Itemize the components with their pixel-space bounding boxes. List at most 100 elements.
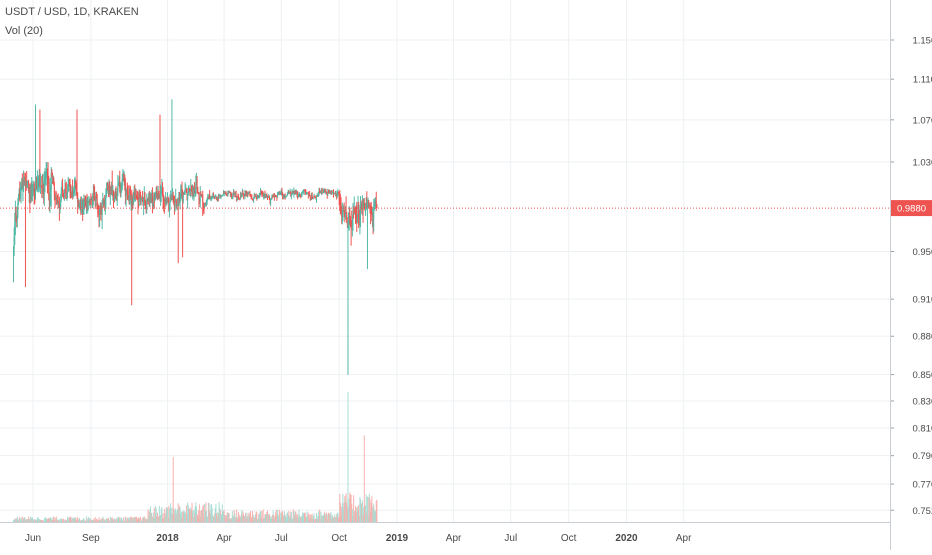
volume-bar — [14, 518, 16, 522]
candle-body — [53, 178, 55, 184]
volume-bar — [14, 520, 16, 522]
volume-bar — [19, 516, 21, 522]
volume-bar — [350, 495, 352, 522]
volume-bar — [170, 513, 172, 522]
candle-body — [85, 201, 87, 205]
volume-bar — [85, 516, 87, 522]
candle-body — [375, 200, 377, 205]
candle-body — [266, 194, 268, 198]
candle-body — [346, 220, 348, 223]
volume-bar — [102, 518, 104, 522]
candle-body — [364, 203, 366, 211]
candle-body — [290, 191, 292, 197]
volume-bar — [332, 516, 334, 522]
volume-bar — [113, 520, 115, 522]
candle-body — [23, 180, 25, 185]
candle-body — [283, 195, 285, 198]
volume-bar — [344, 495, 346, 522]
candle-body — [353, 210, 355, 213]
volume-bar — [45, 516, 47, 522]
volume-bar — [26, 519, 28, 522]
volume-bar — [23, 518, 25, 522]
volume-bar — [150, 506, 152, 522]
volume-bar — [305, 516, 307, 522]
volume-bar — [229, 519, 231, 522]
volume-bar — [334, 516, 336, 522]
y-tick-label: 0.8300 — [912, 397, 932, 408]
volume-bar — [72, 518, 74, 522]
volume-bar — [324, 511, 326, 522]
volume-bar — [60, 518, 62, 522]
candle-body — [118, 182, 120, 185]
volume-bar — [143, 518, 145, 522]
volume-bar — [178, 508, 180, 522]
volume-bar — [255, 511, 257, 522]
volume-bar — [43, 520, 45, 522]
volume-bar — [281, 510, 283, 522]
candle-body — [138, 193, 140, 202]
candle-body — [65, 188, 67, 193]
volume-bar — [128, 519, 130, 522]
volume-bar — [167, 507, 169, 522]
candle-body — [264, 194, 266, 196]
candle-body — [278, 192, 280, 195]
candle-body — [278, 192, 280, 194]
volume-bar — [26, 518, 28, 522]
candle-layer[interactable] — [13, 99, 378, 375]
volume-bar — [162, 513, 164, 522]
candle-body — [121, 177, 123, 188]
volume-bar — [323, 513, 325, 522]
candle-body — [238, 198, 240, 199]
volume-bar — [252, 517, 254, 522]
candle-body — [165, 199, 167, 204]
volume-bar — [38, 519, 40, 522]
candle-body — [102, 199, 104, 206]
candle-body — [114, 197, 116, 201]
candle-body — [52, 178, 54, 180]
candle-body — [233, 192, 235, 195]
volume-bar — [129, 517, 131, 522]
candle-body — [276, 196, 278, 198]
candle-body — [319, 190, 321, 192]
volume-bar — [77, 516, 79, 522]
candle-body — [301, 192, 303, 194]
volume-bar — [89, 520, 91, 522]
volume-bar — [31, 517, 33, 522]
volume-indicator-label[interactable]: Vol (20) — [5, 25, 43, 37]
candle-body — [90, 198, 92, 200]
volume-bar — [73, 517, 75, 522]
candle-body — [329, 192, 331, 194]
volume-bar — [162, 518, 164, 522]
candle-body — [308, 195, 310, 197]
volume-bar — [317, 511, 319, 522]
candle-body — [372, 212, 374, 218]
candle-body — [228, 191, 230, 193]
volume-bar — [301, 515, 303, 522]
candle-body — [165, 199, 167, 201]
candle-body — [145, 202, 147, 209]
volume-bar — [236, 516, 238, 522]
volume-bar — [187, 504, 189, 522]
volume-bar — [153, 512, 155, 522]
volume-bar — [346, 507, 348, 522]
volume-bar — [144, 516, 146, 522]
volume-bar — [324, 513, 326, 522]
volume-bar — [159, 515, 161, 522]
candle-body — [263, 195, 265, 197]
volume-bar — [37, 517, 39, 522]
volume-bar — [155, 508, 157, 522]
volume-bar — [190, 509, 192, 522]
candle-body — [293, 191, 295, 194]
volume-bar — [309, 514, 311, 522]
candle-body — [31, 193, 33, 198]
candle-body — [116, 192, 118, 201]
volume-bar — [123, 520, 125, 522]
candle-body — [258, 196, 260, 198]
candle-body — [209, 194, 211, 197]
candle-body — [48, 182, 50, 195]
symbol-title[interactable]: USDT / USD, 1D, KRAKEN — [5, 6, 139, 18]
candle-body — [175, 199, 177, 202]
volume-bar — [24, 517, 26, 522]
